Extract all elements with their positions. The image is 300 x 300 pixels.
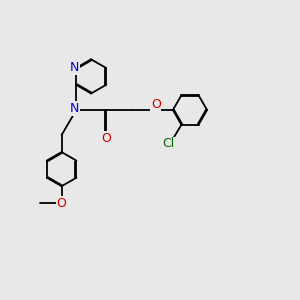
Text: N: N (70, 102, 80, 115)
Text: N: N (70, 61, 80, 74)
Text: O: O (57, 197, 67, 210)
Text: O: O (101, 132, 111, 145)
Text: O: O (151, 98, 161, 111)
Text: Cl: Cl (162, 137, 174, 150)
